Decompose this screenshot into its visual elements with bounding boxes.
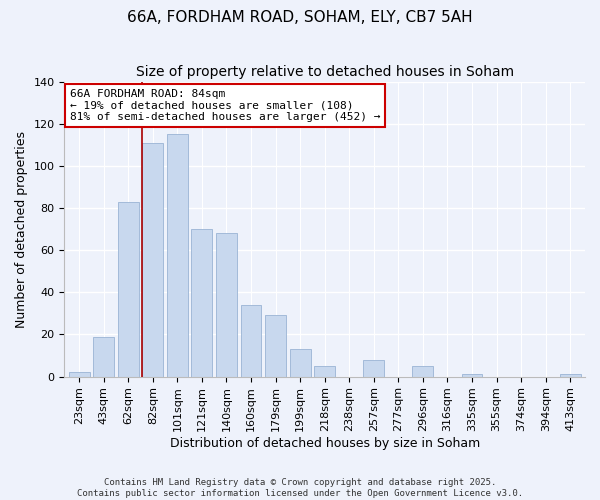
- Bar: [216, 234, 237, 376]
- Bar: [241, 305, 262, 376]
- Title: Size of property relative to detached houses in Soham: Size of property relative to detached ho…: [136, 65, 514, 79]
- Bar: [167, 134, 188, 376]
- Bar: [265, 316, 286, 376]
- Bar: [142, 142, 163, 376]
- Bar: [314, 366, 335, 376]
- Bar: [560, 374, 581, 376]
- Text: 66A, FORDHAM ROAD, SOHAM, ELY, CB7 5AH: 66A, FORDHAM ROAD, SOHAM, ELY, CB7 5AH: [127, 10, 473, 25]
- Bar: [364, 360, 384, 376]
- Text: Contains HM Land Registry data © Crown copyright and database right 2025.
Contai: Contains HM Land Registry data © Crown c…: [77, 478, 523, 498]
- Bar: [93, 336, 114, 376]
- Bar: [191, 229, 212, 376]
- X-axis label: Distribution of detached houses by size in Soham: Distribution of detached houses by size …: [170, 437, 480, 450]
- Text: 66A FORDHAM ROAD: 84sqm
← 19% of detached houses are smaller (108)
81% of semi-d: 66A FORDHAM ROAD: 84sqm ← 19% of detache…: [70, 89, 380, 122]
- Bar: [290, 349, 311, 376]
- Bar: [461, 374, 482, 376]
- Bar: [412, 366, 433, 376]
- Y-axis label: Number of detached properties: Number of detached properties: [15, 130, 28, 328]
- Bar: [69, 372, 89, 376]
- Bar: [118, 202, 139, 376]
